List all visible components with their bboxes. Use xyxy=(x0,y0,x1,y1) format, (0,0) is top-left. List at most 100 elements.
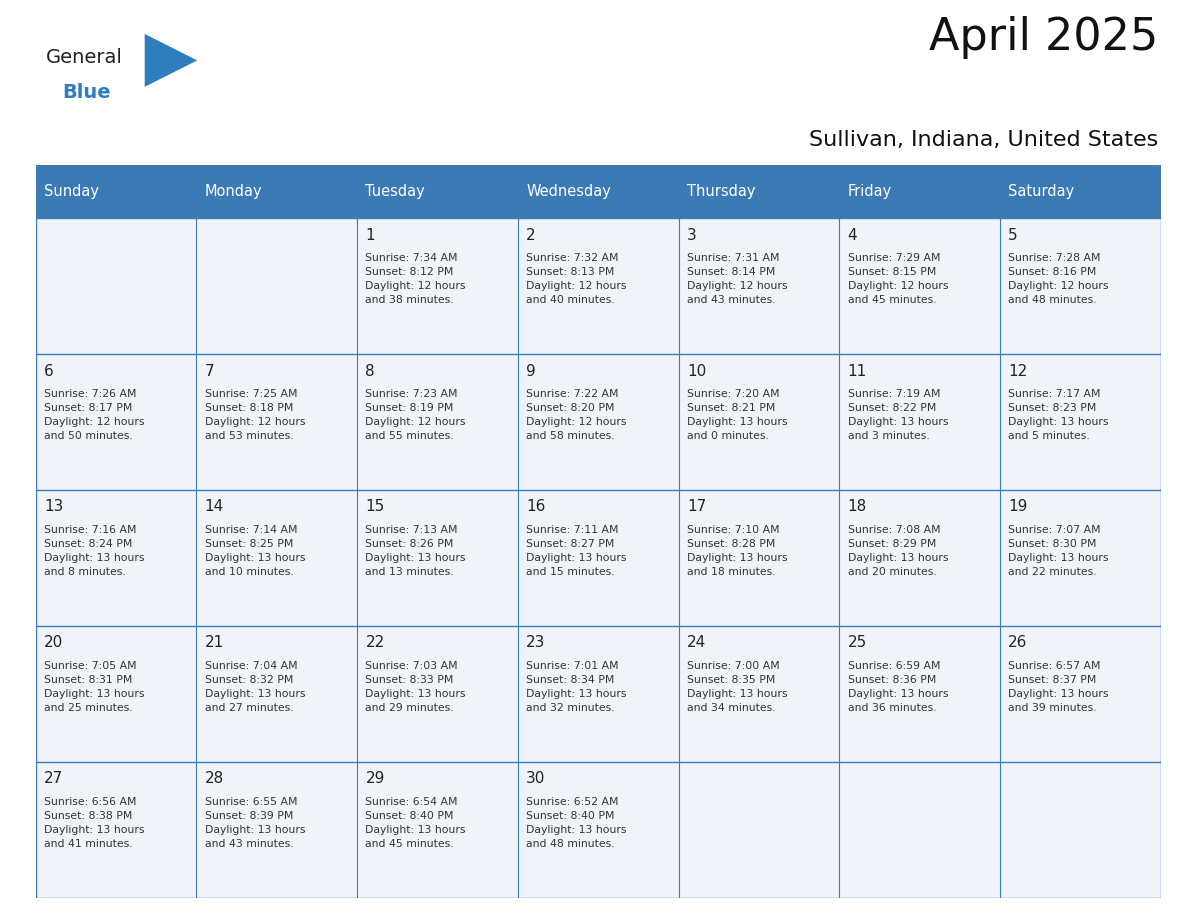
Text: 30: 30 xyxy=(526,771,545,786)
Bar xyxy=(518,165,678,218)
Bar xyxy=(36,218,196,354)
Text: 4: 4 xyxy=(847,228,858,242)
Text: Thursday: Thursday xyxy=(687,185,756,199)
Text: 3: 3 xyxy=(687,228,696,242)
Text: Sunrise: 6:56 AM
Sunset: 8:38 PM
Daylight: 13 hours
and 41 minutes.: Sunrise: 6:56 AM Sunset: 8:38 PM Dayligh… xyxy=(44,797,145,849)
Bar xyxy=(1000,165,1161,218)
Text: Sunrise: 7:07 AM
Sunset: 8:30 PM
Daylight: 13 hours
and 22 minutes.: Sunrise: 7:07 AM Sunset: 8:30 PM Dayligh… xyxy=(1009,525,1108,577)
Bar xyxy=(678,218,839,354)
Bar xyxy=(839,165,1000,218)
Text: Sunrise: 7:14 AM
Sunset: 8:25 PM
Daylight: 13 hours
and 10 minutes.: Sunrise: 7:14 AM Sunset: 8:25 PM Dayligh… xyxy=(204,525,305,577)
Text: Sunrise: 7:23 AM
Sunset: 8:19 PM
Daylight: 12 hours
and 55 minutes.: Sunrise: 7:23 AM Sunset: 8:19 PM Dayligh… xyxy=(366,389,466,442)
Text: Sunrise: 7:05 AM
Sunset: 8:31 PM
Daylight: 13 hours
and 25 minutes.: Sunrise: 7:05 AM Sunset: 8:31 PM Dayligh… xyxy=(44,661,145,713)
Text: 8: 8 xyxy=(366,364,375,378)
Bar xyxy=(196,165,358,218)
Text: Sunrise: 7:17 AM
Sunset: 8:23 PM
Daylight: 13 hours
and 5 minutes.: Sunrise: 7:17 AM Sunset: 8:23 PM Dayligh… xyxy=(1009,389,1108,442)
Text: Sunday: Sunday xyxy=(44,185,99,199)
Bar xyxy=(678,490,839,626)
Bar xyxy=(1000,218,1161,354)
Text: 22: 22 xyxy=(366,635,385,650)
Text: Sunrise: 7:08 AM
Sunset: 8:29 PM
Daylight: 13 hours
and 20 minutes.: Sunrise: 7:08 AM Sunset: 8:29 PM Dayligh… xyxy=(847,525,948,577)
Bar xyxy=(36,165,196,218)
Text: Sunrise: 7:26 AM
Sunset: 8:17 PM
Daylight: 12 hours
and 50 minutes.: Sunrise: 7:26 AM Sunset: 8:17 PM Dayligh… xyxy=(44,389,145,442)
Text: 7: 7 xyxy=(204,364,214,378)
Bar xyxy=(839,490,1000,626)
Bar xyxy=(196,218,358,354)
Bar xyxy=(678,626,839,762)
Bar xyxy=(1000,762,1161,898)
Bar xyxy=(518,762,678,898)
Text: Sunrise: 7:32 AM
Sunset: 8:13 PM
Daylight: 12 hours
and 40 minutes.: Sunrise: 7:32 AM Sunset: 8:13 PM Dayligh… xyxy=(526,253,626,306)
Bar xyxy=(678,762,839,898)
Bar xyxy=(358,165,518,218)
Bar xyxy=(1000,354,1161,490)
Bar xyxy=(1000,626,1161,762)
Text: Sunrise: 6:52 AM
Sunset: 8:40 PM
Daylight: 13 hours
and 48 minutes.: Sunrise: 6:52 AM Sunset: 8:40 PM Dayligh… xyxy=(526,797,626,849)
Bar xyxy=(518,490,678,626)
Text: Sunrise: 7:25 AM
Sunset: 8:18 PM
Daylight: 12 hours
and 53 minutes.: Sunrise: 7:25 AM Sunset: 8:18 PM Dayligh… xyxy=(204,389,305,442)
Text: 25: 25 xyxy=(847,635,867,650)
Bar xyxy=(518,626,678,762)
Bar xyxy=(36,354,196,490)
Text: Sunrise: 7:28 AM
Sunset: 8:16 PM
Daylight: 12 hours
and 48 minutes.: Sunrise: 7:28 AM Sunset: 8:16 PM Dayligh… xyxy=(1009,253,1108,306)
Text: Blue: Blue xyxy=(62,84,110,102)
Bar xyxy=(358,762,518,898)
Bar xyxy=(36,762,196,898)
Text: Sunrise: 7:04 AM
Sunset: 8:32 PM
Daylight: 13 hours
and 27 minutes.: Sunrise: 7:04 AM Sunset: 8:32 PM Dayligh… xyxy=(204,661,305,713)
Text: 17: 17 xyxy=(687,499,706,514)
Bar xyxy=(839,626,1000,762)
Bar xyxy=(1000,490,1161,626)
Text: 18: 18 xyxy=(847,499,867,514)
Text: 23: 23 xyxy=(526,635,545,650)
Bar xyxy=(358,490,518,626)
Text: Sunrise: 6:55 AM
Sunset: 8:39 PM
Daylight: 13 hours
and 43 minutes.: Sunrise: 6:55 AM Sunset: 8:39 PM Dayligh… xyxy=(204,797,305,849)
Text: Sunrise: 7:13 AM
Sunset: 8:26 PM
Daylight: 13 hours
and 13 minutes.: Sunrise: 7:13 AM Sunset: 8:26 PM Dayligh… xyxy=(366,525,466,577)
Text: General: General xyxy=(45,48,122,67)
Text: Sunrise: 7:22 AM
Sunset: 8:20 PM
Daylight: 12 hours
and 58 minutes.: Sunrise: 7:22 AM Sunset: 8:20 PM Dayligh… xyxy=(526,389,626,442)
Bar xyxy=(196,626,358,762)
Text: 27: 27 xyxy=(44,771,63,786)
Text: 9: 9 xyxy=(526,364,536,378)
Text: 12: 12 xyxy=(1009,364,1028,378)
Text: Sunrise: 6:57 AM
Sunset: 8:37 PM
Daylight: 13 hours
and 39 minutes.: Sunrise: 6:57 AM Sunset: 8:37 PM Dayligh… xyxy=(1009,661,1108,713)
Text: 14: 14 xyxy=(204,499,223,514)
Text: 6: 6 xyxy=(44,364,53,378)
Text: 29: 29 xyxy=(366,771,385,786)
Text: Sunrise: 7:11 AM
Sunset: 8:27 PM
Daylight: 13 hours
and 15 minutes.: Sunrise: 7:11 AM Sunset: 8:27 PM Dayligh… xyxy=(526,525,626,577)
Bar xyxy=(839,218,1000,354)
Text: Sullivan, Indiana, United States: Sullivan, Indiana, United States xyxy=(809,130,1158,150)
Text: 19: 19 xyxy=(1009,499,1028,514)
Bar xyxy=(358,626,518,762)
Polygon shape xyxy=(145,34,197,87)
Bar xyxy=(358,354,518,490)
Text: Tuesday: Tuesday xyxy=(366,185,425,199)
Text: Sunrise: 7:03 AM
Sunset: 8:33 PM
Daylight: 13 hours
and 29 minutes.: Sunrise: 7:03 AM Sunset: 8:33 PM Dayligh… xyxy=(366,661,466,713)
Text: 2: 2 xyxy=(526,228,536,242)
Bar xyxy=(196,490,358,626)
Text: 20: 20 xyxy=(44,635,63,650)
Text: Sunrise: 7:01 AM
Sunset: 8:34 PM
Daylight: 13 hours
and 32 minutes.: Sunrise: 7:01 AM Sunset: 8:34 PM Dayligh… xyxy=(526,661,626,713)
Text: 13: 13 xyxy=(44,499,63,514)
Text: 24: 24 xyxy=(687,635,706,650)
Text: 16: 16 xyxy=(526,499,545,514)
Bar xyxy=(196,354,358,490)
Text: Sunrise: 6:54 AM
Sunset: 8:40 PM
Daylight: 13 hours
and 45 minutes.: Sunrise: 6:54 AM Sunset: 8:40 PM Dayligh… xyxy=(366,797,466,849)
Text: April 2025: April 2025 xyxy=(929,17,1158,59)
Text: 5: 5 xyxy=(1009,228,1018,242)
Text: 10: 10 xyxy=(687,364,706,378)
Text: 15: 15 xyxy=(366,499,385,514)
Text: Sunrise: 7:29 AM
Sunset: 8:15 PM
Daylight: 12 hours
and 45 minutes.: Sunrise: 7:29 AM Sunset: 8:15 PM Dayligh… xyxy=(847,253,948,306)
Text: Sunrise: 7:10 AM
Sunset: 8:28 PM
Daylight: 13 hours
and 18 minutes.: Sunrise: 7:10 AM Sunset: 8:28 PM Dayligh… xyxy=(687,525,788,577)
Text: 28: 28 xyxy=(204,771,223,786)
Text: 26: 26 xyxy=(1009,635,1028,650)
Bar xyxy=(518,218,678,354)
Bar xyxy=(36,490,196,626)
Bar xyxy=(839,762,1000,898)
Bar xyxy=(678,354,839,490)
Bar xyxy=(678,165,839,218)
Text: Sunrise: 7:19 AM
Sunset: 8:22 PM
Daylight: 13 hours
and 3 minutes.: Sunrise: 7:19 AM Sunset: 8:22 PM Dayligh… xyxy=(847,389,948,442)
Text: 1: 1 xyxy=(366,228,375,242)
Text: Sunrise: 7:20 AM
Sunset: 8:21 PM
Daylight: 13 hours
and 0 minutes.: Sunrise: 7:20 AM Sunset: 8:21 PM Dayligh… xyxy=(687,389,788,442)
Bar xyxy=(196,762,358,898)
Text: 11: 11 xyxy=(847,364,867,378)
